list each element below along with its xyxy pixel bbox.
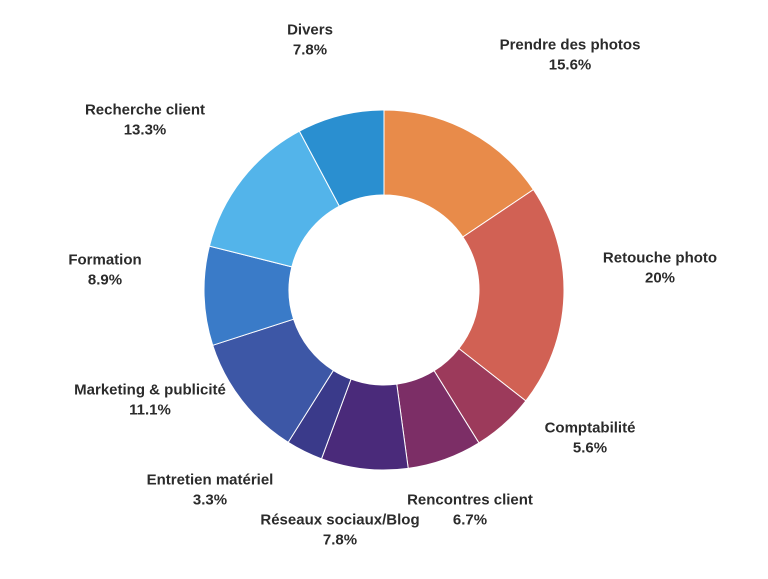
slice-label-9: Divers7.8% — [287, 21, 333, 60]
slice-label-pct: 5.6% — [545, 438, 636, 458]
slice-label-3: Rencontres client6.7% — [407, 491, 533, 530]
slice-label-pct: 7.8% — [260, 530, 419, 550]
donut-chart: Prendre des photos15.6% Retouche photo20%… — [0, 0, 768, 579]
slice-label-pct: 8.9% — [68, 270, 141, 290]
donut-svg — [0, 0, 768, 579]
slice-label-7: Formation8.9% — [68, 251, 141, 290]
slice-label-1: Retouche photo20% — [603, 249, 717, 288]
slice-label-text: Comptabilité — [545, 420, 636, 437]
slice-label-5: Entretien matériel3.3% — [147, 471, 274, 510]
slice-label-text: Rencontres client — [407, 492, 533, 509]
slice-label-text: Marketing & publicité — [74, 382, 226, 399]
slice-label-6: Marketing & publicité11.1% — [74, 381, 226, 420]
slice-label-text: Recherche client — [85, 102, 205, 119]
slice-label-2: Comptabilité5.6% — [545, 419, 636, 458]
slice-label-pct: 13.3% — [85, 120, 205, 140]
slice-label-pct: 11.1% — [74, 400, 226, 420]
slice-label-text: Réseaux sociaux/Blog — [260, 512, 419, 529]
slice-label-text: Prendre des photos — [500, 37, 641, 54]
slice-label-pct: 3.3% — [147, 490, 274, 510]
slice-label-pct: 6.7% — [407, 510, 533, 530]
slice-label-pct: 7.8% — [287, 40, 333, 60]
slice-label-text: Entretien matériel — [147, 472, 274, 489]
slice-label-4: Réseaux sociaux/Blog7.8% — [260, 511, 419, 550]
slice-label-text: Formation — [68, 252, 141, 269]
slice-label-pct: 20% — [603, 268, 717, 288]
slice-label-text: Divers — [287, 22, 333, 39]
slice-label-text: Retouche photo — [603, 250, 717, 267]
slice-label-8: Recherche client13.3% — [85, 101, 205, 140]
slice-label-0: Prendre des photos15.6% — [500, 36, 641, 75]
slice-label-pct: 15.6% — [500, 55, 641, 75]
